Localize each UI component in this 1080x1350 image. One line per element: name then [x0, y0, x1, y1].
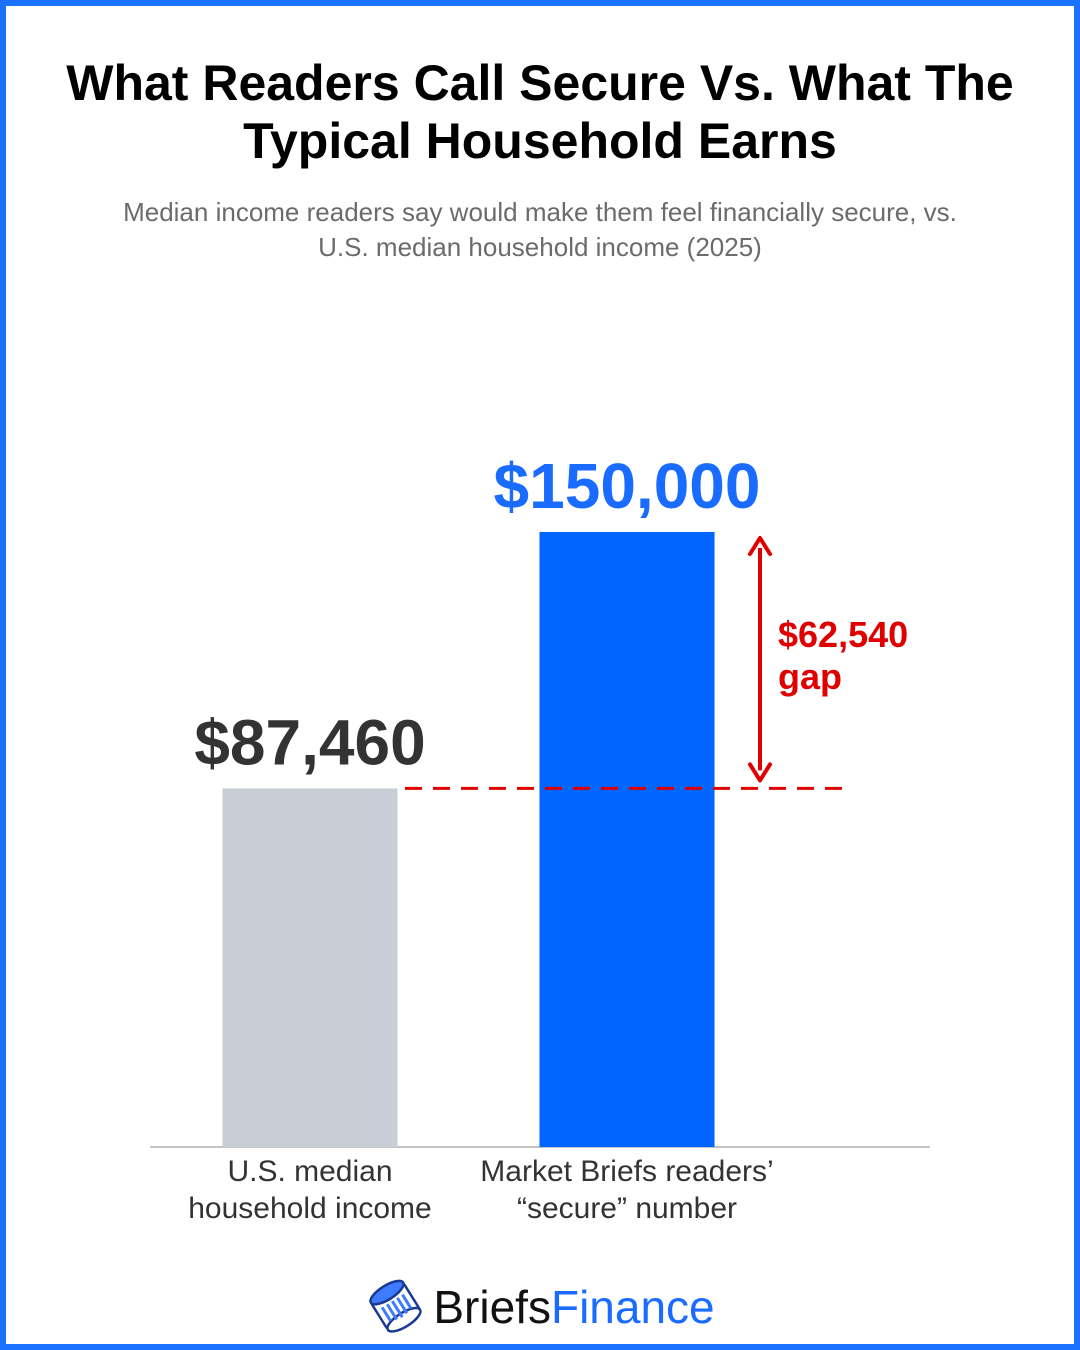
brand-name: BriefsFinance	[433, 1284, 714, 1330]
brand-logo: BriefsFinance	[0, 1272, 1080, 1342]
category-label-1-line-1: U.S. median	[227, 1155, 392, 1188]
coin-stack-icon	[369, 1279, 423, 1333]
brand-name-part2: Finance	[550, 1281, 715, 1333]
chart-title: What Readers Call Secure Vs. What The Ty…	[66, 55, 1014, 169]
bar-1	[222, 788, 398, 1147]
value-label-1: $87,460	[194, 706, 425, 778]
brand-name-part1: Briefs	[433, 1281, 551, 1333]
gap-arrow-head-bottom	[748, 762, 772, 783]
bar-2	[539, 532, 715, 1147]
gap-arrow-head-top	[748, 536, 772, 556]
category-label-1-line-2: household income	[188, 1192, 432, 1225]
value-label-2: $150,000	[494, 450, 761, 522]
gap-annotation-line-2: gap	[778, 656, 842, 697]
chart-subtitle: Median income readers say would make the…	[123, 197, 957, 262]
category-label-2-line-1: Market Briefs readers’	[480, 1155, 773, 1188]
category-label-2-line-2: “secure” number	[517, 1192, 737, 1225]
gap-annotation-line-1: $62,540	[778, 614, 908, 655]
